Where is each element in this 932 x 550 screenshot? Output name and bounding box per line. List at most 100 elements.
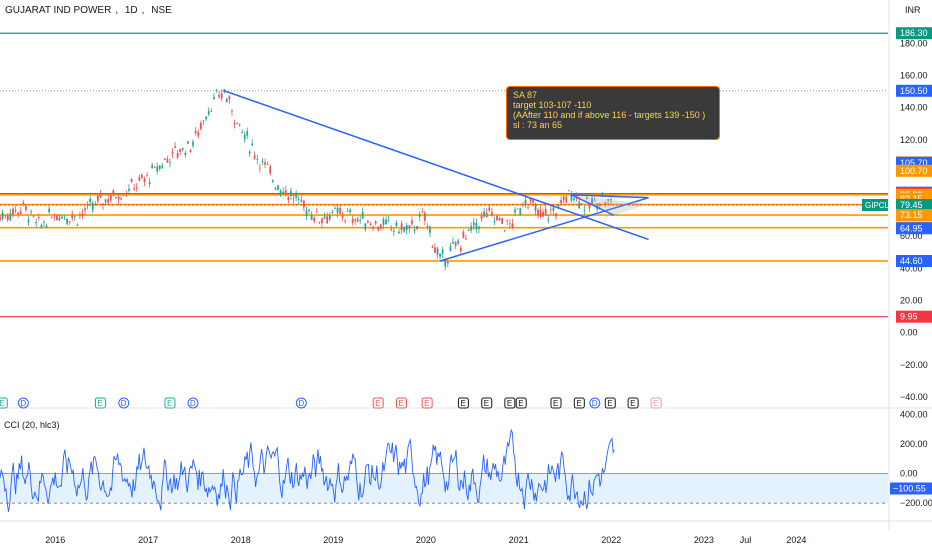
candle-body bbox=[176, 153, 179, 158]
candle-body bbox=[539, 210, 542, 217]
candle-body bbox=[238, 124, 241, 126]
event-marker-letter: E bbox=[507, 399, 512, 408]
candle-body bbox=[361, 211, 364, 219]
event-marker: D bbox=[295, 397, 307, 409]
candle-body bbox=[454, 241, 457, 247]
candle-body bbox=[411, 220, 413, 224]
candle-body bbox=[542, 212, 544, 217]
event-marker: E bbox=[550, 397, 562, 409]
event-marker-letter: E bbox=[484, 399, 489, 408]
candle-body bbox=[431, 247, 434, 248]
candle-body bbox=[43, 221, 45, 223]
candle-body bbox=[421, 211, 424, 213]
candle-body bbox=[392, 230, 395, 233]
time-tick-label: 2023 bbox=[694, 535, 714, 545]
candle-body bbox=[25, 205, 27, 211]
event-marker-letter: E bbox=[0, 399, 5, 408]
candle-body bbox=[524, 200, 527, 205]
candle-body bbox=[130, 178, 133, 182]
candle-body bbox=[446, 262, 449, 264]
candle-body bbox=[418, 213, 421, 217]
price-axis[interactable]: 180.00160.00140.00120.00100.0080.0060.00… bbox=[862, 27, 932, 508]
candle-body bbox=[223, 89, 226, 92]
candle-body bbox=[516, 208, 519, 210]
price-level-tag: 79.45 bbox=[896, 198, 932, 211]
candle-body bbox=[58, 217, 61, 221]
grid bbox=[0, 0, 932, 530]
candle-body bbox=[197, 132, 200, 137]
candle-body bbox=[258, 167, 261, 169]
candle-body bbox=[4, 215, 7, 217]
candle-body bbox=[117, 197, 120, 200]
candle-body bbox=[519, 208, 522, 215]
candle-body bbox=[274, 188, 277, 189]
cci-tick-label: −200.00 bbox=[900, 498, 932, 508]
event-marker: E bbox=[372, 397, 384, 409]
event-marker: E bbox=[504, 397, 516, 409]
candle-body bbox=[503, 230, 506, 232]
candle-body bbox=[313, 217, 316, 222]
cci-indicator-label[interactable]: CCI (20, hlc3) bbox=[4, 420, 60, 430]
candle-body bbox=[32, 216, 35, 218]
candle-body bbox=[128, 188, 130, 191]
cci-value-tag bbox=[890, 482, 932, 495]
candle-body bbox=[413, 229, 416, 232]
candle-body bbox=[470, 226, 473, 231]
candle-body bbox=[557, 204, 560, 207]
event-marker-letter: E bbox=[167, 399, 172, 408]
event-marker: D bbox=[17, 397, 29, 409]
candle-body bbox=[104, 199, 107, 203]
candle-body bbox=[66, 218, 69, 224]
earnings-icon bbox=[550, 397, 562, 409]
candle-body bbox=[480, 215, 483, 219]
cci-pane bbox=[0, 428, 888, 512]
candle-body bbox=[565, 196, 568, 203]
event-marker: E bbox=[481, 397, 493, 409]
event-marker: E bbox=[396, 397, 408, 409]
candle-body bbox=[55, 214, 58, 221]
price-tick-label: −40.00 bbox=[900, 392, 928, 402]
candle-body bbox=[141, 174, 143, 178]
event-marker-letter: E bbox=[424, 399, 429, 408]
candle-body bbox=[483, 211, 486, 217]
candle-body bbox=[186, 141, 189, 144]
event-marker: E bbox=[627, 397, 639, 409]
price-level-tag: 100.70 bbox=[896, 164, 932, 177]
candle-body bbox=[573, 198, 575, 200]
candle-body bbox=[349, 209, 352, 212]
candle-body bbox=[478, 226, 480, 229]
candle-body bbox=[339, 208, 342, 214]
earnings-icon bbox=[372, 397, 384, 409]
candle-body bbox=[120, 198, 123, 200]
candle-body bbox=[334, 208, 336, 209]
annotation-note[interactable]: SA 87 target 103-107 -110 (AAfter 110 an… bbox=[506, 86, 720, 140]
candle-body bbox=[91, 203, 94, 211]
candle-body bbox=[256, 159, 259, 160]
candle-body bbox=[547, 219, 550, 221]
candle-body bbox=[429, 226, 431, 233]
candle-body bbox=[439, 253, 441, 257]
trendline bbox=[571, 194, 615, 217]
candle-body bbox=[109, 195, 112, 201]
candle-body bbox=[372, 226, 374, 229]
candle-body bbox=[279, 190, 282, 195]
price-tag-box bbox=[896, 254, 932, 267]
candle-body bbox=[416, 225, 419, 230]
candle-body bbox=[50, 217, 53, 219]
trendlines[interactable] bbox=[223, 90, 649, 262]
price-series bbox=[0, 88, 612, 271]
price-level-tag: 44.60 bbox=[896, 254, 932, 267]
note-line: target 103-107 -110 bbox=[513, 100, 592, 110]
candle-body bbox=[395, 222, 398, 226]
candle-body bbox=[511, 223, 514, 228]
candle-body bbox=[205, 116, 208, 120]
event-marker-letter: E bbox=[375, 399, 380, 408]
event-marker-letter: D bbox=[121, 399, 127, 408]
candle-body bbox=[133, 188, 136, 190]
candle-body bbox=[107, 199, 110, 203]
event-marker: E bbox=[573, 397, 585, 409]
candle-body bbox=[359, 219, 362, 221]
time-axis[interactable]: 2016 2017 2018 2019 2020 2021 2022 2023 Jul 2024 bbox=[45, 535, 806, 545]
